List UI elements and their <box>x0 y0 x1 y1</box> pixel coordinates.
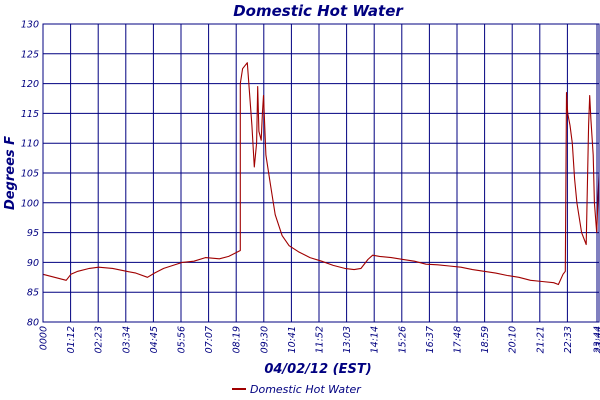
y-tick-label: 115 <box>21 109 39 120</box>
x-tick-label: 23:44 <box>595 326 600 353</box>
x-tick-label: 15:26 <box>397 326 408 353</box>
x-tick-label: 03:34 <box>121 326 132 353</box>
y-tick-label: 105 <box>21 169 39 180</box>
x-tick-label: 23:44 <box>593 326 600 353</box>
x-tick-label: 17:48 <box>453 326 464 353</box>
x-tick-label: 14:14 <box>370 326 381 353</box>
x-tick-label: 07:07 <box>204 326 215 353</box>
y-tick-label: 120 <box>21 79 39 90</box>
y-tick-label: 90 <box>27 258 39 269</box>
x-tick-label: 04:45 <box>149 326 160 353</box>
x-tick-label: 0000 <box>39 326 50 350</box>
legend: Domestic Hot Water <box>232 383 362 396</box>
x-tick-label: 20:10 <box>508 326 519 353</box>
x-axis-title: 04/02/12 (EST) <box>264 362 371 377</box>
x-tick-labels: 0000 01:12 02:23 03:34 04:45 05:56 07:07 08:19 0… <box>39 326 600 353</box>
x-tick-label: 10:41 <box>287 326 298 353</box>
x-tick-label: 08:19 <box>232 326 243 353</box>
x-tick-label: 18:59 <box>480 326 491 353</box>
y-axis-title: Degrees F <box>3 136 18 210</box>
legend-label: Domestic Hot Water <box>250 383 362 396</box>
plot-frame <box>42 23 600 323</box>
x-tick-label: 05:56 <box>177 326 188 353</box>
y-tick-label: 80 <box>27 318 39 329</box>
y-tick-label: 100 <box>21 198 39 209</box>
y-tick-label: 125 <box>21 49 39 60</box>
x-tick-label: 21:21 <box>535 326 546 353</box>
x-tick-label: 11:52 <box>315 326 326 353</box>
y-tick-label: 95 <box>27 228 39 239</box>
x-tick-label: 01:12 <box>66 326 77 353</box>
chart-title: Domestic Hot Water <box>233 2 404 20</box>
x-tick-label: 09:30 <box>259 326 270 353</box>
x-tick-label: 13:03 <box>342 326 353 353</box>
y-tick-label: 110 <box>21 139 39 150</box>
y-tick-label: 130 <box>21 20 39 31</box>
y-tick-label: 85 <box>27 288 39 299</box>
x-tick-label: 02:23 <box>94 326 105 353</box>
series-line-domestic-hot-water <box>42 62 600 286</box>
x-tick-label: 16:37 <box>425 326 436 353</box>
x-tick-label: 22:33 <box>563 326 574 353</box>
y-tick-labels: 80 85 90 95 100 105 110 115 120 125 130 <box>21 20 39 329</box>
series-layer <box>42 62 600 286</box>
